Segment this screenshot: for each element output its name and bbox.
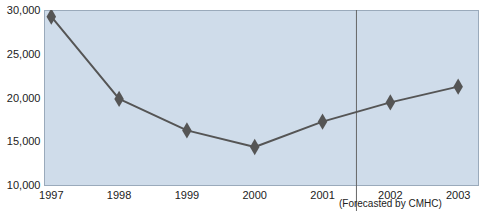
- svg-text:2003: 2003: [446, 189, 470, 201]
- svg-text:2001: 2001: [310, 189, 334, 201]
- svg-text:1998: 1998: [107, 189, 131, 201]
- svg-text:10,000: 10,000: [7, 179, 41, 191]
- svg-text:1997: 1997: [39, 189, 63, 201]
- svg-text:(Forecasted by CMHC): (Forecasted by CMHC): [339, 198, 442, 209]
- svg-text:25,000: 25,000: [7, 48, 41, 60]
- svg-text:30,000: 30,000: [7, 4, 41, 16]
- svg-text:15,000: 15,000: [7, 135, 41, 147]
- svg-text:1999: 1999: [175, 189, 199, 201]
- svg-text:20,000: 20,000: [7, 92, 41, 104]
- svg-text:2000: 2000: [242, 189, 266, 201]
- svg-text:2002: 2002: [378, 189, 403, 202]
